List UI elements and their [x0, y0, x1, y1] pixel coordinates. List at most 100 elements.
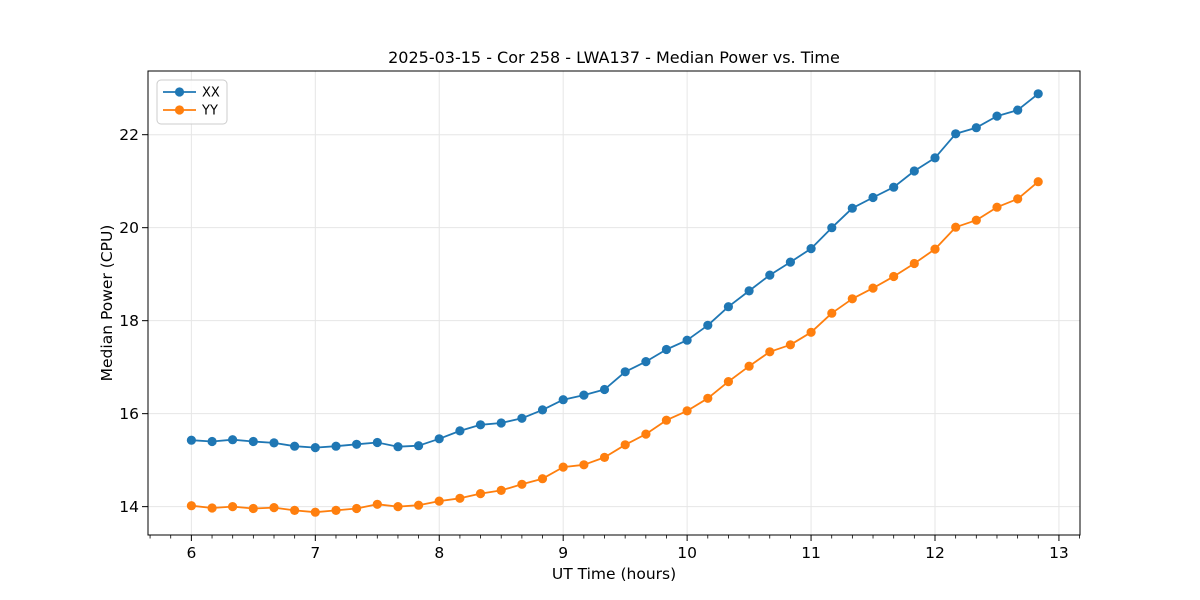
- y-tick-label: 16: [119, 405, 139, 423]
- data-point-YY: [352, 503, 362, 514]
- legend-label-YY: YY: [201, 104, 218, 119]
- data-point-XX: [951, 129, 961, 139]
- x-tick-label: 11: [801, 544, 821, 562]
- data-point-XX: [186, 435, 196, 445]
- data-point-XX: [579, 390, 589, 400]
- data-point-YY: [620, 440, 630, 450]
- data-point-XX: [393, 442, 403, 452]
- data-point-XX: [372, 437, 382, 448]
- data-point-YY: [806, 327, 816, 337]
- data-point-YY: [744, 361, 754, 371]
- data-point-YY: [930, 244, 940, 254]
- data-point-XX: [537, 405, 548, 415]
- data-point-XX: [723, 302, 734, 312]
- data-point-YY: [207, 503, 217, 513]
- data-point-XX: [765, 270, 775, 280]
- data-point-YY: [331, 505, 341, 515]
- legend-marker-YY: [174, 105, 185, 115]
- data-point-YY: [228, 502, 238, 512]
- data-point-YY: [785, 340, 796, 350]
- data-point-YY: [517, 479, 527, 489]
- data-point-XX: [992, 111, 1002, 121]
- data-point-YY: [909, 258, 919, 269]
- data-point-YY: [641, 429, 651, 439]
- series-line-XX: [191, 93, 1039, 449]
- data-point-XX: [1033, 89, 1043, 99]
- plot-border: [147, 70, 1081, 536]
- y-tick-label: 20: [119, 219, 139, 237]
- legend: [156, 79, 228, 125]
- data-point-XX: [641, 357, 651, 367]
- data-point-YY: [414, 500, 424, 510]
- y-tick-label: 14: [119, 498, 139, 516]
- data-point-YY: [290, 505, 300, 515]
- data-point-XX: [971, 123, 981, 133]
- data-point-YY: [992, 202, 1002, 212]
- data-point-YY: [1013, 194, 1023, 204]
- data-point-YY: [827, 308, 837, 318]
- data-point-YY: [310, 507, 320, 517]
- x-tick-label: 12: [925, 544, 945, 562]
- data-point-YY: [723, 377, 734, 387]
- y-tick-label: 18: [119, 312, 139, 330]
- data-point-YY: [971, 215, 981, 225]
- data-point-YY: [765, 347, 775, 357]
- data-point-YY: [372, 499, 382, 509]
- data-point-XX: [847, 203, 857, 213]
- data-point-YY: [889, 271, 899, 282]
- data-point-XX: [806, 244, 816, 254]
- data-point-XX: [558, 395, 568, 405]
- data-point-XX: [414, 441, 424, 451]
- data-point-YY: [269, 503, 279, 513]
- data-point-XX: [496, 418, 506, 428]
- x-tick-label: 7: [310, 544, 320, 562]
- data-point-YY: [599, 452, 610, 462]
- data-point-XX: [930, 153, 940, 163]
- x-axis-label: UT Time (hours): [551, 565, 677, 583]
- data-point-YY: [558, 462, 568, 472]
- data-point-XX: [228, 435, 238, 445]
- data-point-XX: [599, 384, 610, 395]
- data-point-YY: [537, 474, 548, 484]
- data-point-XX: [785, 257, 796, 267]
- data-point-XX: [290, 441, 300, 451]
- data-point-XX: [889, 182, 899, 192]
- x-tick-label: 10: [677, 544, 697, 562]
- data-point-YY: [393, 502, 403, 512]
- data-point-XX: [269, 438, 279, 448]
- data-point-YY: [186, 501, 196, 511]
- data-point-YY: [868, 283, 878, 293]
- data-point-XX: [434, 434, 444, 444]
- data-point-XX: [868, 192, 878, 203]
- data-point-XX: [455, 426, 465, 436]
- data-point-YY: [661, 415, 672, 425]
- legend-marker-XX: [174, 87, 185, 97]
- data-point-YY: [455, 493, 465, 503]
- data-point-YY: [579, 460, 589, 470]
- data-point-XX: [475, 420, 486, 430]
- series-line-YY: [191, 181, 1039, 514]
- data-point-YY: [703, 393, 713, 403]
- data-point-XX: [909, 166, 919, 176]
- x-tick-label: 8: [434, 544, 444, 562]
- data-point-XX: [682, 335, 692, 345]
- data-point-XX: [248, 436, 258, 447]
- data-point-XX: [620, 367, 630, 377]
- chart-title: 2025-03-15 - Cor 258 - LWA137 - Median P…: [388, 48, 840, 67]
- legend-label-XX: XX: [202, 86, 220, 101]
- x-tick-label: 9: [558, 544, 568, 562]
- data-point-YY: [248, 503, 258, 514]
- data-point-XX: [703, 320, 713, 330]
- data-point-XX: [331, 441, 341, 451]
- data-point-YY: [475, 489, 486, 499]
- data-point-XX: [744, 286, 754, 296]
- x-tick-label: 13: [1049, 544, 1069, 562]
- data-point-XX: [207, 436, 217, 447]
- data-point-YY: [951, 222, 961, 232]
- data-point-YY: [496, 485, 506, 495]
- data-point-XX: [1013, 105, 1023, 115]
- data-point-XX: [827, 223, 837, 233]
- data-point-YY: [1033, 177, 1043, 187]
